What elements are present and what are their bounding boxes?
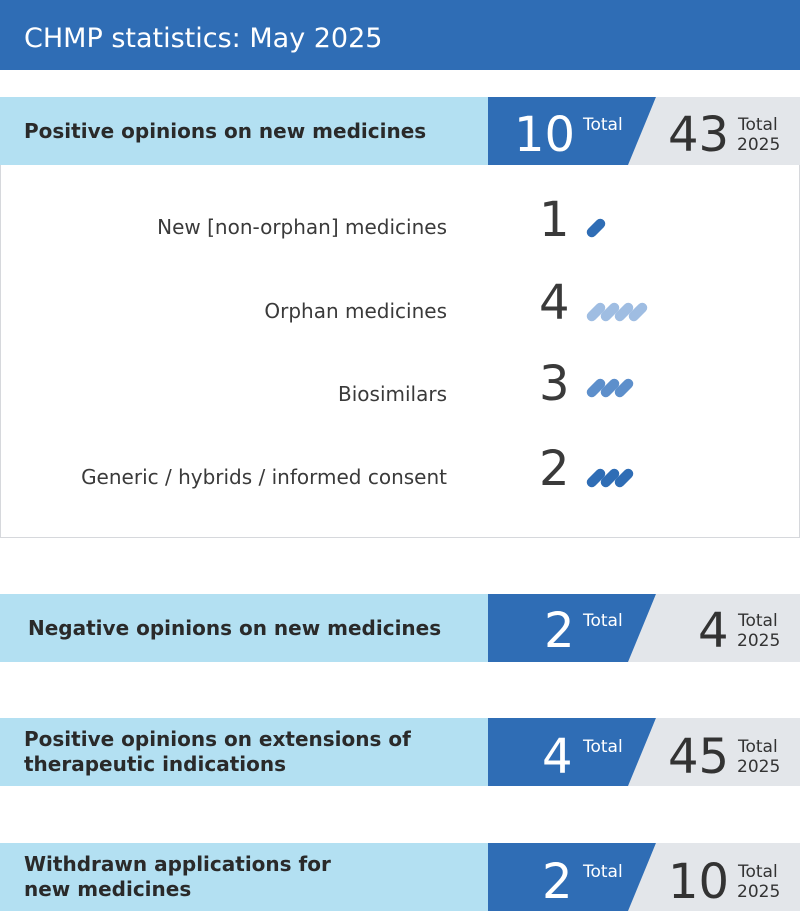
month-total-value: 10 [514,107,576,163]
year-total-year: 2025 [737,882,781,902]
breakdown-label: Generic / hybrids / informed consent [81,465,447,489]
month-total-box [488,97,656,165]
breakdown-label: New [non-orphan] medicines [157,215,447,239]
section-negative-opinions: Negative opinions on new medicines 2 Tot… [0,594,800,662]
year-total-year: 2025 [737,135,781,155]
month-total-label: Total [583,737,623,757]
month-total-box [488,843,656,911]
year-total-year: 2025 [737,631,781,651]
section-positive-opinions: Positive opinions on new medicines 10 To… [0,97,800,165]
month-total-label: Total [583,862,623,882]
year-total-box [628,97,800,165]
section-label: Negative opinions on new medicines [28,615,442,640]
year-total-box [628,843,800,911]
section-label: Withdrawn applications for new medicines [24,852,331,901]
year-total-value: 43 [668,107,730,163]
breakdown-count: 2 [539,441,570,497]
year-total-box [628,594,800,662]
breakdown-count: 3 [539,356,570,412]
month-total-label: Total [583,611,623,631]
year-total-year: 2025 [737,757,781,777]
breakdown-label: Biosimilars [338,382,447,406]
year-total-label: Total [738,737,778,757]
year-total-label: Total [738,115,778,135]
section-label: Positive opinions on extensions of thera… [24,727,411,776]
breakdown-panel: New [non-orphan] medicines 1 Orphan medi… [0,165,800,538]
year-total-label: Total [738,611,778,631]
pill-mark [584,216,608,240]
title-bar: CHMP statistics: May 2025 [0,0,800,70]
page-title: CHMP statistics: May 2025 [24,23,383,54]
month-total-value: 2 [542,854,573,910]
month-total-value: 4 [542,729,573,785]
year-total-value: 10 [668,854,730,910]
year-total-value: 4 [698,603,729,659]
month-total-box [488,718,656,786]
year-total-value: 45 [668,729,730,785]
section-label: Positive opinions on new medicines [24,118,427,143]
breakdown-count: 4 [539,275,570,331]
section-withdrawn: Withdrawn applications for new medicines… [0,843,800,911]
breakdown-label: Orphan medicines [264,299,447,323]
year-total-box [628,718,800,786]
section-extensions: Positive opinions on extensions of thera… [0,718,800,786]
month-total-value: 2 [544,603,575,659]
year-total-label: Total [738,862,778,882]
breakdown-count: 1 [539,192,570,248]
month-total-box [488,594,656,662]
month-total-label: Total [583,115,623,135]
